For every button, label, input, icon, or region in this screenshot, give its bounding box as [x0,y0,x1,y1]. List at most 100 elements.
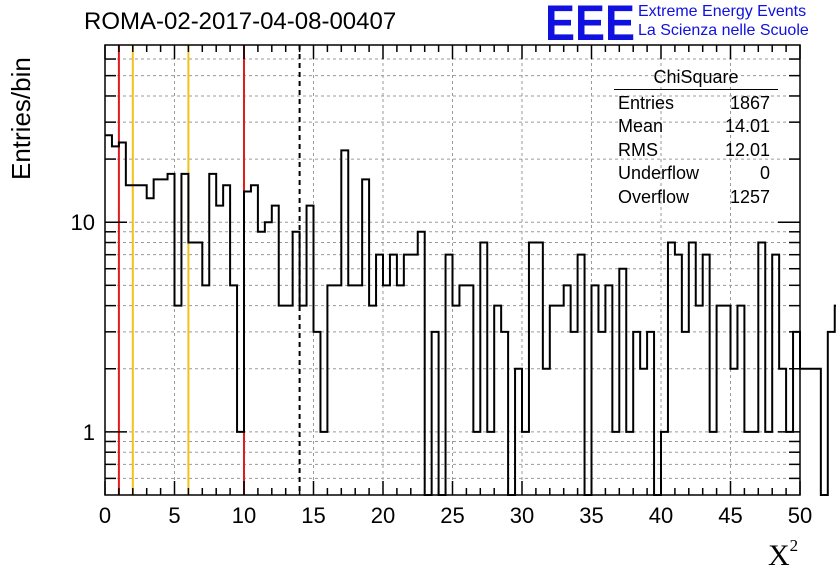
histogram-bin [501,332,508,495]
histogram-bin [536,243,543,495]
histogram-bin [307,206,314,495]
histogram-bin [300,306,307,495]
stats-label: Underflow [618,163,700,184]
histogram-bin [592,285,599,495]
histogram-bin [564,285,571,495]
histogram-bin [626,432,633,495]
axis-tick-labels: 0 5 10 15 20 25 30 35 40 45 50 1 10 [71,210,813,528]
x-tick-label: 15 [301,503,325,528]
histogram-bin [286,306,293,495]
x-tick-label: 20 [371,503,395,528]
stats-value: 0 [759,163,770,184]
histogram-bin [140,185,147,495]
histogram-bin [710,432,717,495]
histogram-step-line [105,134,836,496]
histogram-bin [633,332,640,495]
grid [105,45,800,495]
histogram-bin [828,332,835,495]
histogram-bin [154,179,161,495]
histogram-bin [800,369,807,495]
histogram-bin [751,432,758,495]
histogram-bin [772,255,779,495]
histogram-bin [724,306,731,495]
histogram-bin [119,142,126,495]
histogram-bin [737,306,744,495]
stats-row-entries: Entries 1867 [612,92,780,115]
histogram-bin [272,206,279,495]
stats-value: 1257 [729,186,770,207]
histogram-bin [522,432,529,495]
histogram-bin [279,306,286,495]
stats-label: Mean [618,116,664,137]
stats-row-rms: RMS 12.01 [612,139,780,162]
histogram-bin [376,255,383,495]
histogram-bin [181,174,188,495]
histogram-bin [327,285,334,495]
eee-logo: EEE [545,0,635,48]
histogram-bin [223,185,230,495]
histogram-bin [244,192,251,495]
histogram-bin [619,269,626,495]
histogram-bin [661,432,668,495]
histogram-bin [550,306,557,495]
histogram-bin [453,306,460,495]
x-tick-label: 35 [579,503,603,528]
logo-line-1: Extreme Energy Events [638,3,807,20]
histogram-bin [571,332,578,495]
x-tick-label: 40 [649,503,673,528]
histogram-bin [807,369,814,495]
histogram-bin [717,306,724,495]
x-tick-label: 50 [788,503,812,528]
histogram-bin [446,255,453,495]
histogram-bin [675,255,682,495]
stats-box: ChiSquare Entries 1867 Mean 14.01 RMS 12.01… [612,66,780,209]
logo-letters: EEE [545,0,635,48]
x-tick-label: 30 [510,503,534,528]
histogram-bin [557,306,564,495]
x-axis-label-base: X [768,539,790,572]
histogram-bin [202,285,209,495]
histogram-bin [348,285,355,495]
histogram-bin [459,285,466,495]
histogram-bin [188,243,195,495]
histogram-bin [390,255,397,495]
x-axis-label: X2 [768,536,798,573]
logo-line-2: La Scienza nelle Scuole [638,22,809,39]
histogram-bin [494,306,501,495]
stats-label: RMS [618,139,658,160]
histogram-bin [758,243,765,495]
stats-title: ChiSquare [614,66,778,90]
histogram-bin [598,332,605,495]
histogram-bin [668,243,675,495]
histogram-bin [480,243,487,495]
histogram-bin [793,332,800,495]
histogram-bin [765,432,772,495]
histogram-bin [578,255,585,495]
histogram-bin [251,185,258,495]
y-tick-label: 10 [71,210,95,235]
histogram-bin [334,285,341,495]
histogram-bin [383,285,390,495]
stats-value: 14.01 [724,116,770,137]
histogram-bin [418,232,425,495]
histogram-bin [175,306,182,495]
histogram-bin [258,232,265,495]
histogram-bin [320,432,327,495]
chart-title: ROMA-02-2017-04-08-00407 [84,8,397,35]
histogram-bin [404,255,411,495]
stats-value: 12.01 [724,139,770,160]
x-axis-label-superscript: 2 [789,536,799,555]
x-tick-label: 45 [718,503,742,528]
x-tick-label: 5 [168,503,180,528]
histogram-bin [397,285,404,495]
histogram-bin [731,369,738,495]
stats-row-mean: Mean 14.01 [612,115,780,138]
histogram-bin [682,332,689,495]
histogram-bin [543,369,550,495]
histogram-bin [369,306,376,495]
histogram-bin [605,285,612,495]
histogram-bin [341,150,348,495]
histogram-bin [168,174,175,495]
histogram-bin [515,369,522,495]
